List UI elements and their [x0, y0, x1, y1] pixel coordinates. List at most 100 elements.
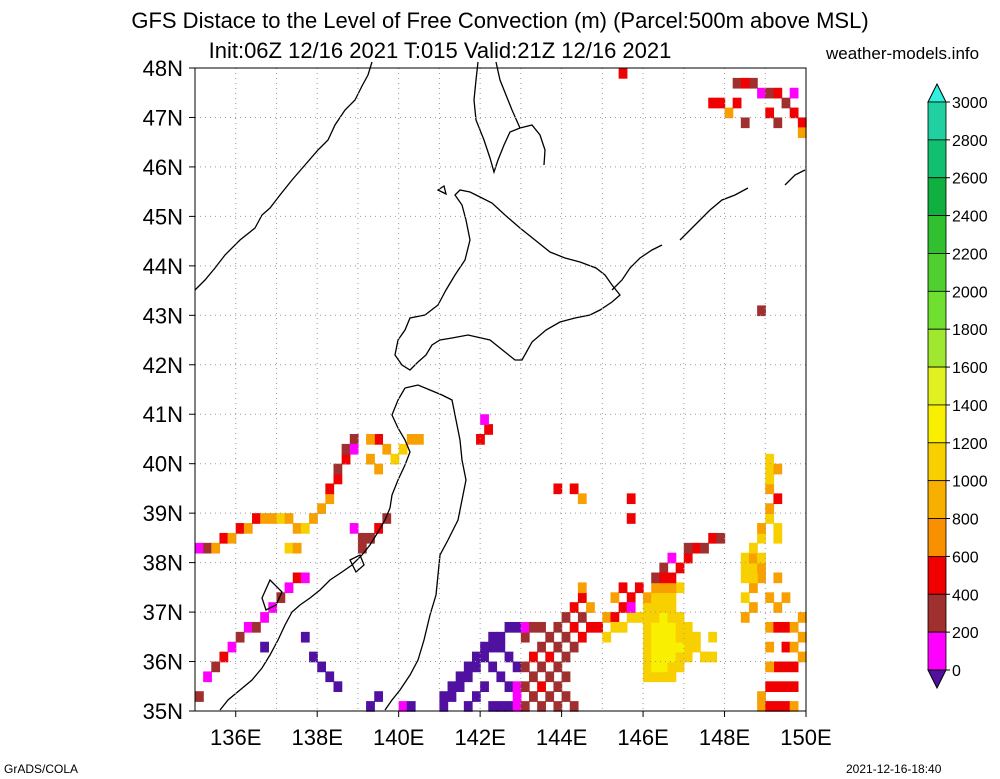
field-cell	[643, 651, 652, 663]
field-cell	[553, 483, 563, 495]
field-cell	[317, 661, 326, 673]
field-cell	[235, 631, 245, 643]
field-cell	[276, 592, 286, 603]
field-cell	[675, 651, 685, 663]
field-cell	[252, 621, 261, 633]
field-cell	[675, 562, 685, 574]
field-cell	[667, 641, 677, 653]
colorbar-segment	[927, 442, 947, 482]
field-cell	[643, 612, 652, 623]
field-cell	[651, 572, 661, 584]
field-cell	[675, 621, 685, 633]
colorbar-segment	[927, 593, 947, 633]
graticule	[195, 68, 806, 711]
field-cell	[504, 701, 514, 712]
colorbar-segment	[927, 139, 947, 179]
field-cell	[398, 701, 408, 712]
field-cell	[691, 631, 701, 643]
field-cell	[748, 582, 758, 594]
field-cell	[227, 532, 237, 544]
field-cell	[773, 621, 783, 633]
field-cell	[773, 117, 783, 129]
latitude-labels: 48N 47N 46N 45N 44N 43N 42N 41N 40N 39N 38N 37N 36N 3…	[143, 56, 195, 724]
colorbar-label: 200	[952, 625, 979, 642]
colorbar-label: 2000	[952, 284, 988, 301]
field-cell	[382, 513, 392, 524]
field-cell	[643, 631, 652, 643]
field-cell	[537, 661, 546, 673]
field-cell	[757, 552, 766, 564]
field-cell	[569, 641, 579, 653]
field-cell	[667, 552, 677, 564]
field-cell	[659, 621, 669, 633]
field-cell	[765, 453, 775, 465]
field-cell	[520, 681, 530, 693]
field-cell	[643, 602, 652, 613]
colorbar-segment	[927, 518, 947, 557]
colorbar-segment	[927, 404, 947, 444]
field-cell	[586, 602, 595, 613]
colorbar-label: 1600	[952, 360, 988, 377]
field-cell	[797, 612, 807, 623]
field-cell	[455, 671, 465, 683]
field-cell	[757, 572, 766, 584]
field-cell	[748, 562, 758, 574]
field-cell	[708, 631, 718, 643]
field-cell	[643, 592, 652, 603]
field-cell	[537, 681, 546, 693]
field-cell	[211, 542, 221, 554]
field-cell	[659, 602, 669, 613]
field-cell	[651, 671, 661, 683]
coast-mainland	[194, 61, 373, 291]
colorbar-segment	[927, 101, 947, 141]
field-cell	[203, 542, 212, 554]
field-cell	[569, 602, 579, 613]
field-cell	[740, 572, 750, 584]
field-cell	[781, 681, 791, 693]
field-cell	[757, 523, 766, 534]
field-cell	[243, 523, 253, 534]
field-cell	[195, 691, 204, 702]
field-cell	[463, 701, 473, 712]
field-cell	[659, 641, 669, 653]
latitude-label: 43N	[143, 303, 183, 328]
field-cell	[545, 691, 555, 702]
colorbar-segment	[927, 177, 947, 217]
field-cell	[748, 552, 758, 564]
field-cell	[357, 532, 367, 544]
field-cell	[569, 701, 579, 712]
field-cell	[789, 621, 799, 633]
field-cell	[537, 621, 546, 633]
field-cell	[349, 434, 359, 445]
latitude-label: 39N	[143, 501, 183, 526]
coast-sakhalin	[473, 61, 546, 175]
field-cell	[667, 572, 677, 584]
field-cell	[488, 701, 498, 712]
field-cell	[553, 681, 563, 693]
latitude-label: 48N	[143, 56, 183, 81]
field-cell	[651, 641, 661, 653]
field-cell	[561, 671, 571, 683]
colorbar-label: 2800	[952, 133, 988, 150]
field-cell	[292, 572, 302, 584]
field-cell	[529, 621, 538, 633]
field-cell	[797, 117, 807, 129]
field-cell	[476, 434, 485, 445]
colorbar-label: 3000	[952, 95, 988, 112]
field-cell	[708, 532, 718, 544]
field-cell	[765, 107, 775, 119]
field-cell	[496, 631, 506, 643]
field-cell	[309, 513, 318, 524]
field-cell	[366, 453, 375, 465]
field-cell	[643, 661, 652, 673]
field-cell	[634, 612, 644, 623]
colorbar: 3000280026002400220020001800160014001200…	[927, 82, 988, 690]
field-cell	[789, 681, 799, 693]
field-cell	[757, 691, 766, 702]
field-cell	[708, 97, 718, 109]
field-cell	[219, 651, 229, 663]
field-cell	[219, 532, 229, 544]
latitude-label: 41N	[143, 402, 183, 427]
field-cell	[406, 434, 416, 445]
field-cell	[691, 641, 701, 653]
